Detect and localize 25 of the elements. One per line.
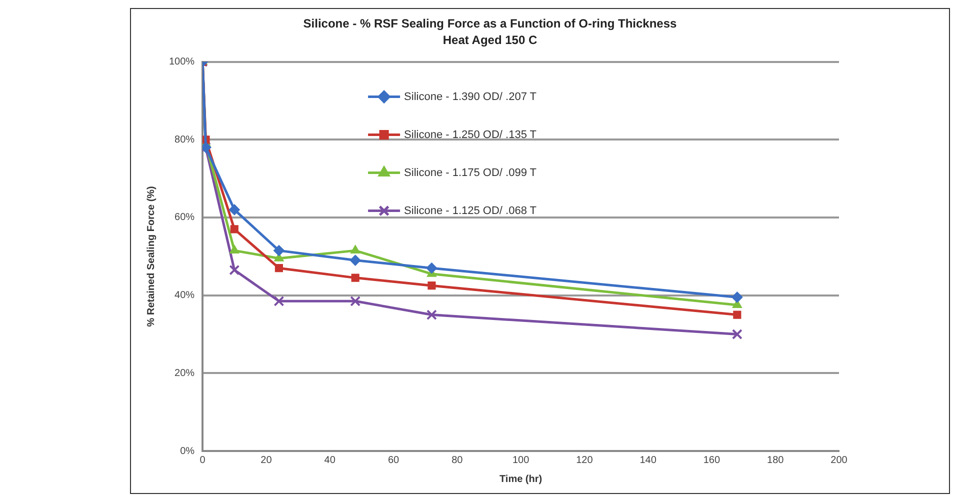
legend-label: Silicone - 1.175 OD/ .099 T xyxy=(404,166,537,179)
x-tick-label: 80 xyxy=(452,454,464,466)
x-axis-title: Time (hr) xyxy=(499,474,542,485)
x-tick-label: 60 xyxy=(388,454,400,466)
y-tick-label: 20% xyxy=(174,368,195,379)
y-tick-label: 60% xyxy=(174,212,195,224)
x-tick-label: 180 xyxy=(767,454,784,466)
legend-label: Silicone - 1.250 OD/ .135 T xyxy=(404,128,537,141)
chart-subtitle: Heat Aged 150 C xyxy=(442,32,538,47)
y-tick-label: 100% xyxy=(169,56,195,68)
legend-label: Silicone - 1.390 OD/ .207 T xyxy=(404,90,537,103)
x-tick-label: 200 xyxy=(830,454,848,466)
x-tick-label: 20 xyxy=(260,454,272,466)
x-tick-label: 160 xyxy=(703,454,720,466)
x-tick-label: 120 xyxy=(576,454,594,466)
y-axis-title: % Retained Sealing Force (%) xyxy=(146,186,157,327)
x-tick-label: 40 xyxy=(324,454,336,466)
legend-label: Silicone - 1.125 OD/ .068 T xyxy=(404,204,537,217)
x-tick-label: 100 xyxy=(512,454,530,466)
chart-title: Silicone - % RSF Sealing Force as a Function of O-ring Thickness xyxy=(303,16,678,31)
y-tick-label: 80% xyxy=(174,134,195,146)
y-tick-label: 0% xyxy=(180,446,195,457)
x-tick-label: 0 xyxy=(200,454,206,466)
y-tick-label: 40% xyxy=(174,290,195,302)
x-tick-label: 140 xyxy=(640,454,657,466)
